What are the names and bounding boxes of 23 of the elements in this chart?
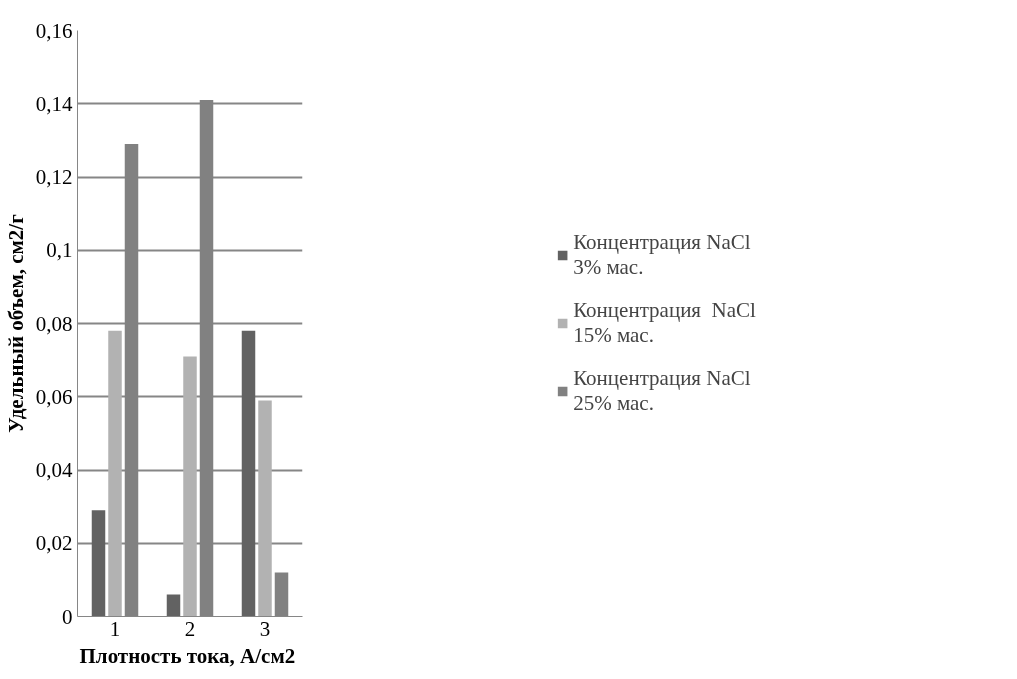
y-tick-label: 0,04 <box>35 458 73 482</box>
legend-label: Концентрация NaCl 15% мас. <box>573 298 756 348</box>
bar <box>241 330 256 617</box>
bar <box>108 330 122 617</box>
y-tick-label: 0,16 <box>35 18 73 43</box>
y-tick-label: 0,02 <box>35 531 73 556</box>
y-tick-label: 0,06 <box>35 384 73 409</box>
x-axis-title: Плотность тока, А/см2 <box>79 643 296 668</box>
x-tick-label: 3 <box>259 616 271 641</box>
legend-label: Концентрация NaCl 25% мас. <box>573 366 751 416</box>
x-tick-label: 2 <box>184 616 196 641</box>
y-axis-title: Удельный объем, см2/г <box>3 214 28 433</box>
y-tick-label: 0,08 <box>35 311 73 336</box>
x-tick-label: 1 <box>109 616 121 641</box>
bar <box>258 400 272 617</box>
y-tick-label: 0,12 <box>35 165 73 189</box>
bar <box>91 510 106 617</box>
bar <box>166 594 181 617</box>
bar <box>183 356 197 617</box>
legend-label: Концентрация NaCl 3% мас. <box>573 230 751 280</box>
y-tick-label: 0,14 <box>35 91 73 116</box>
y-tick-label: 0 <box>62 604 73 629</box>
y-tick-label: 0,1 <box>46 238 73 263</box>
